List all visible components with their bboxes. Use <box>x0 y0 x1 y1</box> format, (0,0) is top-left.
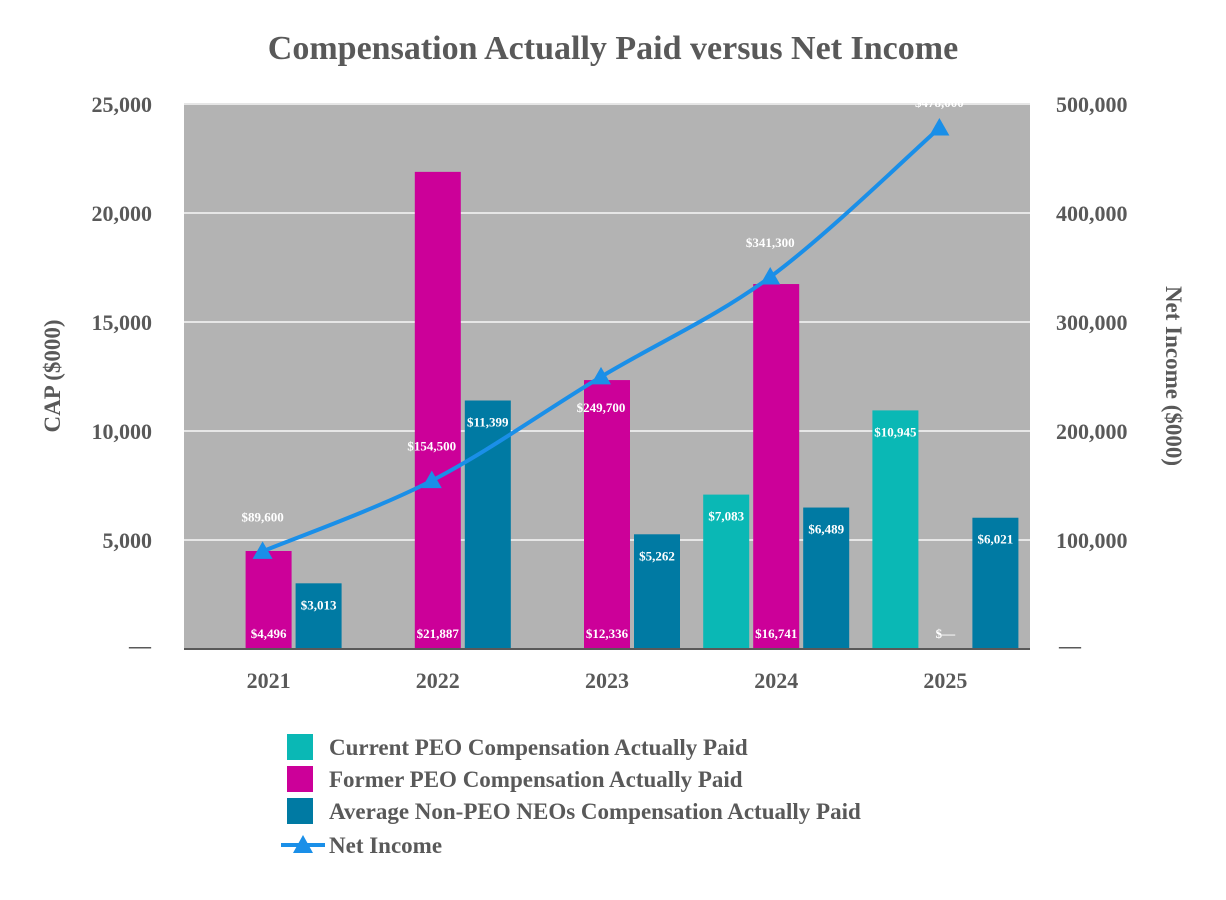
bar-former_peo <box>245 550 292 649</box>
y-tick-label-right: 400,000 <box>1056 201 1128 226</box>
bar-data-label: $5,262 <box>639 548 675 563</box>
y-axis-left-title: CAP ($000) <box>40 319 65 432</box>
x-tick-label: 2025 <box>923 668 967 693</box>
bar-data-label: $10,945 <box>874 424 917 439</box>
net-income-line-layer: $89,600 $154,500 $249,700 $341,300 $478,000 <box>241 95 964 559</box>
net-income-data-label: $249,700 <box>577 400 626 415</box>
y-tick-label-right: — <box>1058 633 1082 658</box>
legend: Current PEO Compensation Actually Paid Fo… <box>281 734 861 858</box>
y-tick-label-left: 20,000 <box>92 201 153 226</box>
y-tick-label-right: 300,000 <box>1056 310 1128 335</box>
net-income-data-label: $154,500 <box>407 439 456 454</box>
x-tick-label: 2022 <box>416 668 460 693</box>
net-income-data-label: $341,300 <box>746 235 795 250</box>
bar-data-label: $21,887 <box>417 626 460 641</box>
bar-former_peo <box>753 284 800 649</box>
legend-label: Current PEO Compensation Actually Paid <box>329 735 748 760</box>
net-income-marker <box>591 366 611 385</box>
bar-data-label: $3,013 <box>301 597 337 612</box>
chart-title: Compensation Actually Paid versus Net In… <box>268 30 958 67</box>
net-income-marker <box>252 541 273 559</box>
bar-data-label: $7,083 <box>708 509 744 524</box>
bar-labels: $7,083 $10,945 $4,496 $21,887 $12,336 $16,741… <box>251 415 1014 641</box>
y-axis-right: — 100,000 200,000 300,000 400,000 500,000 <box>1056 92 1128 658</box>
x-tick-label: 2024 <box>754 668 798 693</box>
y-tick-label-left: — <box>128 633 152 658</box>
legend-swatch-avg_non_peo <box>287 798 313 824</box>
legend-swatch-current_peo <box>287 734 313 760</box>
bar-former_peo <box>414 171 461 649</box>
x-tick-label: 2021 <box>247 668 291 693</box>
bar-data-label: $— <box>936 626 957 641</box>
bar-data-label: $11,399 <box>467 415 509 430</box>
bar-data-label: $16,741 <box>755 626 797 641</box>
legend-marker-net-income <box>293 835 313 853</box>
net-income-data-label: $478,000 <box>915 95 964 110</box>
net-income-marker <box>421 470 442 489</box>
net-income-marker <box>929 117 950 136</box>
y-axis-left: — 5,000 10,000 15,000 20,000 25,000 <box>92 92 153 658</box>
y-tick-label-right: 500,000 <box>1056 92 1128 117</box>
bar-former_peo <box>584 380 630 649</box>
legend-label: Net Income <box>329 833 442 858</box>
net-income-data-label: $89,600 <box>241 509 283 524</box>
bar-avg_non_peo <box>295 583 342 649</box>
y-tick-label-left: 5,000 <box>103 528 153 553</box>
y-tick-label-left: 10,000 <box>92 419 153 444</box>
legend-label: Former PEO Compensation Actually Paid <box>329 767 743 792</box>
bar-data-label: $6,021 <box>978 532 1014 547</box>
bar-data-label: $12,336 <box>586 626 629 641</box>
x-tick-label: 2023 <box>585 668 629 693</box>
bar-avg_non_peo <box>803 507 850 649</box>
legend-label: Average Non-PEO NEOs Compensation Actual… <box>329 799 861 824</box>
bar-avg_non_peo <box>972 517 1019 649</box>
bar-current_peo <box>872 410 919 649</box>
y-tick-label-right: 200,000 <box>1056 419 1128 444</box>
y-tick-label-left: 25,000 <box>92 92 153 117</box>
y-tick-label-right: 100,000 <box>1056 528 1128 553</box>
y-tick-label-left: 15,000 <box>92 310 153 335</box>
legend-swatch-former_peo <box>287 766 313 792</box>
bar-data-label: $4,496 <box>251 626 287 641</box>
bar-data-label: $6,489 <box>808 522 844 537</box>
bar-avg_non_peo <box>634 534 680 649</box>
y-axis-right-title: Net Income ($000) <box>1161 286 1186 466</box>
net-income-marker <box>760 266 781 285</box>
x-axis: 2021 2022 2023 2024 2025 <box>247 668 968 693</box>
bars <box>245 171 1019 649</box>
bar-avg_non_peo <box>464 400 511 649</box>
bar-current_peo <box>703 494 750 649</box>
